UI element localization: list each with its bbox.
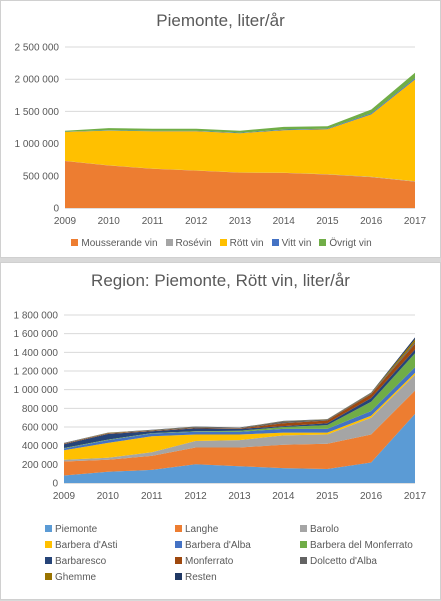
legend-swatch <box>300 557 307 564</box>
legend-label: Barolo <box>310 524 339 535</box>
area-series-langhe <box>64 390 415 476</box>
y-tick-label: 800 000 <box>22 404 59 415</box>
legend-item: Barbera d'Asti <box>45 540 118 551</box>
chart-svg-piemonte: 0 500 000 1 000 000 1 500 000 2 000 000 2 500… <box>15 43 427 228</box>
legend-swatch <box>219 239 227 246</box>
x-tick-label: 2012 <box>185 491 208 502</box>
legend-label: Langhe <box>185 524 219 535</box>
area-series-barbera-d-asti <box>64 372 415 460</box>
legend-swatch <box>175 541 182 548</box>
legend-swatch <box>300 525 307 532</box>
legend-swatch <box>45 525 52 532</box>
x-tick-label: 2010 <box>98 216 121 227</box>
x-tick-label: 2014 <box>273 216 296 227</box>
legend-label: Ghemme <box>55 572 97 583</box>
legend-swatch <box>271 239 279 246</box>
legend-label: Rött vin <box>229 238 264 249</box>
x-tick-label: 2015 <box>316 491 339 502</box>
legend-swatch <box>175 525 182 532</box>
legend-label: Barbera del Monferrato <box>310 540 413 551</box>
y-tick-label: 400 000 <box>22 441 59 452</box>
legend-label: Monferrato <box>185 556 234 567</box>
x-tick-label: 2015 <box>316 216 339 227</box>
y-tick-label: 2 500 000 <box>15 43 60 54</box>
legend-item: Barbera d'Alba <box>175 540 251 551</box>
legend-swatch <box>71 239 79 246</box>
legend-swatch <box>300 541 307 548</box>
legend-swatch <box>175 573 182 580</box>
y-tick-label: 500 000 <box>23 171 60 182</box>
y-tick-label: 200 000 <box>22 460 59 471</box>
legend-label: Barbaresco <box>55 556 107 567</box>
x-tick-label: 2016 <box>360 491 383 502</box>
y-tick-label: 1 200 000 <box>14 367 59 378</box>
chart-title: Piemonte, liter/år <box>156 11 285 30</box>
legend-item: Rosévin <box>165 238 212 249</box>
y-tick-label: 0 <box>53 204 59 215</box>
legend-label: Piemonte <box>55 524 98 535</box>
y-tick-label: 0 <box>52 479 58 490</box>
legend-label: Mousserande vin <box>81 238 158 249</box>
y-tick-label: 1 600 000 <box>14 329 59 340</box>
chart-title: Region: Piemonte, Rött vin, liter/år <box>91 271 350 290</box>
x-tick-label: 2011 <box>142 216 164 227</box>
legend-swatch <box>45 557 52 564</box>
legend-item: Monferrato <box>175 556 233 567</box>
y-tick-label: 1 800 000 <box>14 311 59 322</box>
x-tick-label: 2013 <box>229 216 252 227</box>
y-tick-label: 1 400 000 <box>14 348 59 359</box>
legend-swatch <box>165 239 173 246</box>
legend-swatch <box>175 557 182 564</box>
y-tick-label: 1 000 000 <box>14 385 59 396</box>
legend-swatch <box>45 573 52 580</box>
x-tick-label: 2009 <box>53 491 76 502</box>
legend-label: Rosévin <box>175 238 212 249</box>
area-series-barbaresco <box>64 349 415 448</box>
legend-item: Langhe <box>175 524 218 535</box>
chart-legend: Mousserande vin Rosévin Rött vin Vitt vin Öv… <box>1 238 441 249</box>
x-tick-label: 2013 <box>228 491 251 502</box>
x-tick-label: 2017 <box>404 491 427 502</box>
legend-item: Piemonte <box>45 524 97 535</box>
legend-item: Övrigt vin <box>319 238 372 249</box>
legend-label: Barbera d'Asti <box>55 540 118 551</box>
y-tick-label: 1 500 000 <box>15 107 60 118</box>
x-tick-label: 2012 <box>185 216 208 227</box>
area-series-piemonte <box>64 413 415 483</box>
x-tick-label: 2009 <box>54 216 77 227</box>
area-series-barolo <box>64 374 415 462</box>
legend-item: Ghemme <box>45 572 96 583</box>
legend-item: Barbaresco <box>45 556 106 567</box>
x-tick-label: 2010 <box>97 491 120 502</box>
y-tick-label: 1 000 000 <box>15 139 60 150</box>
legend-item: Resten <box>175 572 217 583</box>
x-tick-label: 2011 <box>141 491 163 502</box>
area-series-r-tt-vin <box>65 79 415 182</box>
legend-label: Resten <box>185 572 217 583</box>
x-tick-label: 2014 <box>272 491 295 502</box>
y-tick-label: 600 000 <box>22 423 59 434</box>
legend-item: Dolcetto d'Alba <box>300 556 377 567</box>
area-series-barbera-d-alba <box>64 367 415 451</box>
chart-panel-piemonte: Piemonte, liter/år 0 500 000 1 000 000 1 50… <box>0 0 441 258</box>
legend-label: Övrigt vin <box>329 238 372 249</box>
area-series-mousserande-vin <box>65 161 415 208</box>
legend-swatch <box>45 541 52 548</box>
legend-item: Barolo <box>300 524 339 535</box>
x-tick-label: 2016 <box>360 216 383 227</box>
x-tick-label: 2017 <box>404 216 427 227</box>
chart-svg-rott-vin: 0 200 000 400 000 600 000 800 000 1 000 000 1 … <box>14 311 427 503</box>
legend-swatch <box>319 239 327 246</box>
chart-panel-rott-vin: Region: Piemonte, Rött vin, liter/år 0 20… <box>0 262 441 600</box>
legend-label: Barbera d'Alba <box>185 540 251 551</box>
legend-label: Vitt vin <box>281 238 312 249</box>
legend-item: Rött vin <box>219 238 264 249</box>
legend-item: Vitt vin <box>271 238 312 249</box>
y-tick-label: 2 000 000 <box>15 75 60 86</box>
legend-item: Barbera del Monferrato <box>300 540 413 551</box>
legend-item: Mousserande vin <box>71 238 158 249</box>
legend-label: Dolcetto d'Alba <box>310 556 377 567</box>
